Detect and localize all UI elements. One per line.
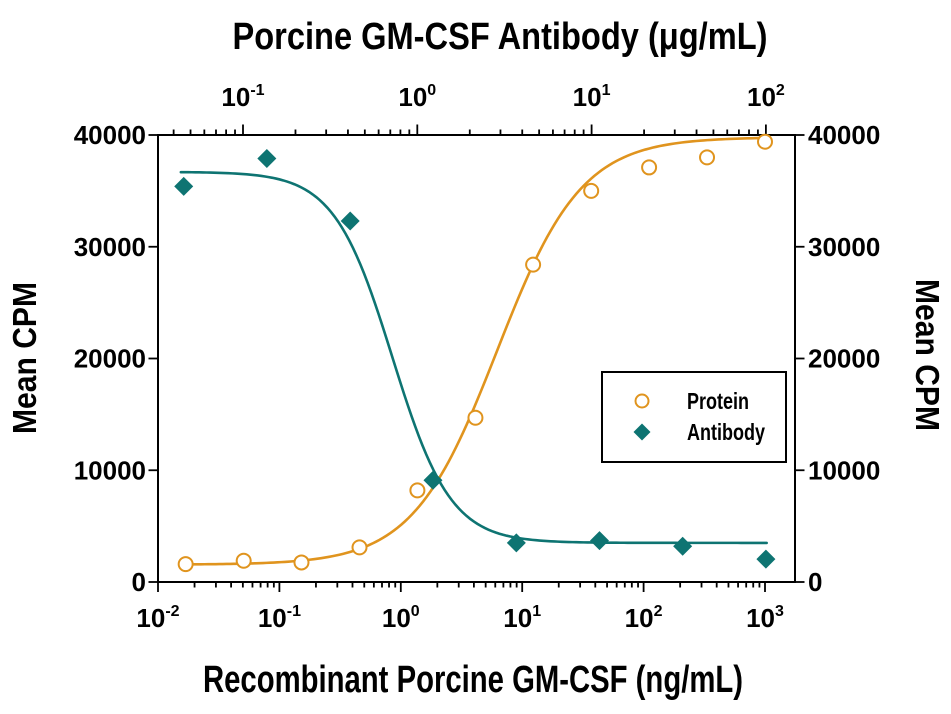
antibody-data-point xyxy=(423,470,443,490)
top-axis-tick-label: 102 xyxy=(747,82,785,112)
protein-data-point xyxy=(583,182,600,199)
legend-label-protein: Protein xyxy=(687,388,749,414)
protein-data-point xyxy=(641,159,658,176)
left-y-axis-title: Mean CPM xyxy=(6,282,43,434)
bottom-axis-tick-label: 103 xyxy=(746,603,784,633)
antibody-data-point xyxy=(257,148,277,168)
legend-marker-protein-icon xyxy=(634,393,650,409)
bottom-axis-tick-label: 102 xyxy=(625,603,663,633)
antibody-data-point xyxy=(756,549,776,569)
protein-data-point xyxy=(409,482,426,499)
antibody-data-point xyxy=(673,536,693,556)
protein-data-point xyxy=(467,409,484,426)
legend: Protein Antibody xyxy=(601,371,787,463)
left-axis-tick-label: 20000 xyxy=(74,344,146,374)
left-axis-tick-label: 10000 xyxy=(74,455,146,485)
antibody-data-point xyxy=(506,533,526,553)
right-axis-tick-label: 10000 xyxy=(808,455,880,485)
axis-tick-labels: 10-2 10-1 100 101 102 103 10-1 100 101 102 0 0 10000… xyxy=(74,82,881,633)
protein-data-point xyxy=(699,149,716,166)
right-axis-tick-label: 0 xyxy=(808,567,822,597)
left-axis-tick-label: 0 xyxy=(132,567,146,597)
antibody-data-point xyxy=(589,531,609,551)
protein-data-point xyxy=(235,552,252,569)
top-axis-tick-label: 101 xyxy=(573,82,611,112)
top-axis-tick-label: 100 xyxy=(398,82,436,112)
protein-fit-curve xyxy=(181,136,767,566)
fit-curves xyxy=(179,136,768,566)
bottom-axis-tick-label: 10-2 xyxy=(136,603,179,633)
bottom-axis-tick-label: 100 xyxy=(382,603,420,633)
left-axis-tick-label: 40000 xyxy=(74,120,146,150)
top-axis-tick-label: 10-1 xyxy=(221,82,264,112)
protein-data-point xyxy=(293,554,310,571)
antibody-fit-curve xyxy=(179,170,768,545)
top-axis-title: Porcine GM-CSF Antibody (μg/mL) xyxy=(233,16,768,58)
right-axis-tick-label: 30000 xyxy=(808,232,880,262)
right-axis-tick-label: 20000 xyxy=(808,344,880,374)
antibody-data-point xyxy=(174,176,194,196)
bottom-axis-tick-label: 10-1 xyxy=(258,603,301,633)
legend-marker-antibody-icon xyxy=(633,423,651,441)
left-axis-tick-label: 30000 xyxy=(74,232,146,262)
right-y-axis-title: Mean CPM xyxy=(909,279,946,431)
axis-ticks xyxy=(148,124,805,592)
legend-box xyxy=(601,371,787,463)
bottom-axis-title: Recombinant Porcine GM-CSF (ng/mL) xyxy=(203,659,743,701)
protein-data-point xyxy=(351,539,368,556)
legend-label-antibody: Antibody xyxy=(687,419,765,445)
protein-data-point xyxy=(177,556,194,573)
plot-border xyxy=(157,134,796,583)
antibody-data-point xyxy=(340,211,360,231)
plot-frame xyxy=(157,134,796,583)
protein-data-point xyxy=(757,133,773,150)
bottom-axis-tick-label: 101 xyxy=(503,603,541,633)
data-points xyxy=(174,133,776,573)
right-axis-tick-label: 40000 xyxy=(808,120,880,150)
protein-data-point xyxy=(525,256,542,273)
